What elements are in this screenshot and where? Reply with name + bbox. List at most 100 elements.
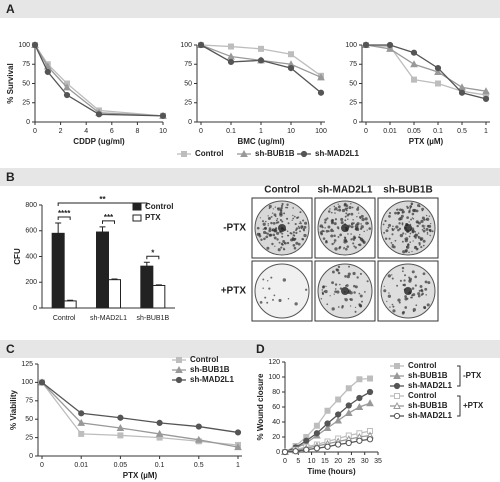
marker [345,385,352,392]
marker [300,150,308,158]
x-tick-label: 0.5 [457,128,467,135]
panel-strip [0,0,500,18]
colony [264,227,267,230]
marker [345,402,352,409]
colony [414,245,417,248]
marker [356,437,363,444]
colony [304,221,308,225]
colony [286,234,289,237]
colony [416,221,419,224]
marker [313,430,320,437]
colony [414,284,417,287]
colony [340,217,344,222]
colony [398,227,402,230]
y-tick-label: 40 [272,419,280,426]
colony [422,229,426,233]
y-tick-label: 20 [272,434,280,441]
colony [361,217,365,222]
colony [325,239,328,242]
marker [393,382,401,390]
error-bar [111,278,118,280]
colony [302,238,304,241]
colony [407,243,410,246]
marker [317,89,325,96]
colony [411,287,415,290]
colony [409,241,412,244]
colony [280,242,284,246]
marker [355,402,364,410]
colony [411,294,414,297]
marker [366,436,374,443]
colony [334,212,336,214]
colony [298,222,300,225]
colony [320,297,323,300]
colony [281,202,284,206]
marker [258,45,264,52]
legend-group-label: +PTX [463,401,484,410]
colony [363,230,365,233]
colony [417,292,421,296]
colony [268,204,272,209]
marker [313,445,320,452]
colony [422,272,426,276]
colony [287,222,290,225]
colony [388,223,392,227]
colony [299,230,301,233]
colony [350,225,354,229]
colony [331,307,335,311]
colony [392,305,395,308]
x-tick-label: 2 [59,128,63,135]
colony [358,212,360,214]
marker [323,423,332,431]
colony [293,235,296,237]
legend-group-label: -PTX [463,371,482,380]
marker [78,410,85,417]
panel-letter: B [6,170,15,184]
colony [271,212,274,214]
colony [333,241,336,244]
marker [362,41,370,49]
colony [258,233,261,235]
colony [401,222,404,225]
colony [345,212,348,215]
colony [345,239,348,242]
colony [397,298,401,302]
colony [334,218,338,221]
colony [277,248,281,252]
marker [63,83,71,91]
y-tick-label: 200 [25,279,37,286]
marker [313,422,320,429]
marker [234,429,242,436]
colony [423,227,426,230]
x-tick-label: 15 [321,458,329,465]
marker [393,412,401,420]
bar [140,265,154,309]
colony [337,306,340,308]
legend-label: PTX [145,213,161,222]
colony [286,230,289,233]
colony [336,209,339,211]
colony [399,216,403,221]
marker [156,419,163,426]
colony [267,224,269,227]
colony [339,283,341,286]
legend-label: sh-MAD2L1 [190,375,235,384]
colony [411,229,415,233]
x-tick-label: sh-MAD2L1 [90,315,127,322]
colony [428,215,431,217]
colony [359,237,361,239]
colony [412,218,415,220]
colony [368,227,372,230]
marker [335,411,342,418]
colony [298,226,301,230]
colony [286,206,289,209]
colony [402,232,405,235]
significance-bracket [57,202,148,206]
x-tick-label: 0 [364,128,368,135]
colony [344,284,347,287]
colony [293,215,296,218]
colony [262,222,266,226]
colony [354,246,357,249]
series-line [365,44,487,96]
